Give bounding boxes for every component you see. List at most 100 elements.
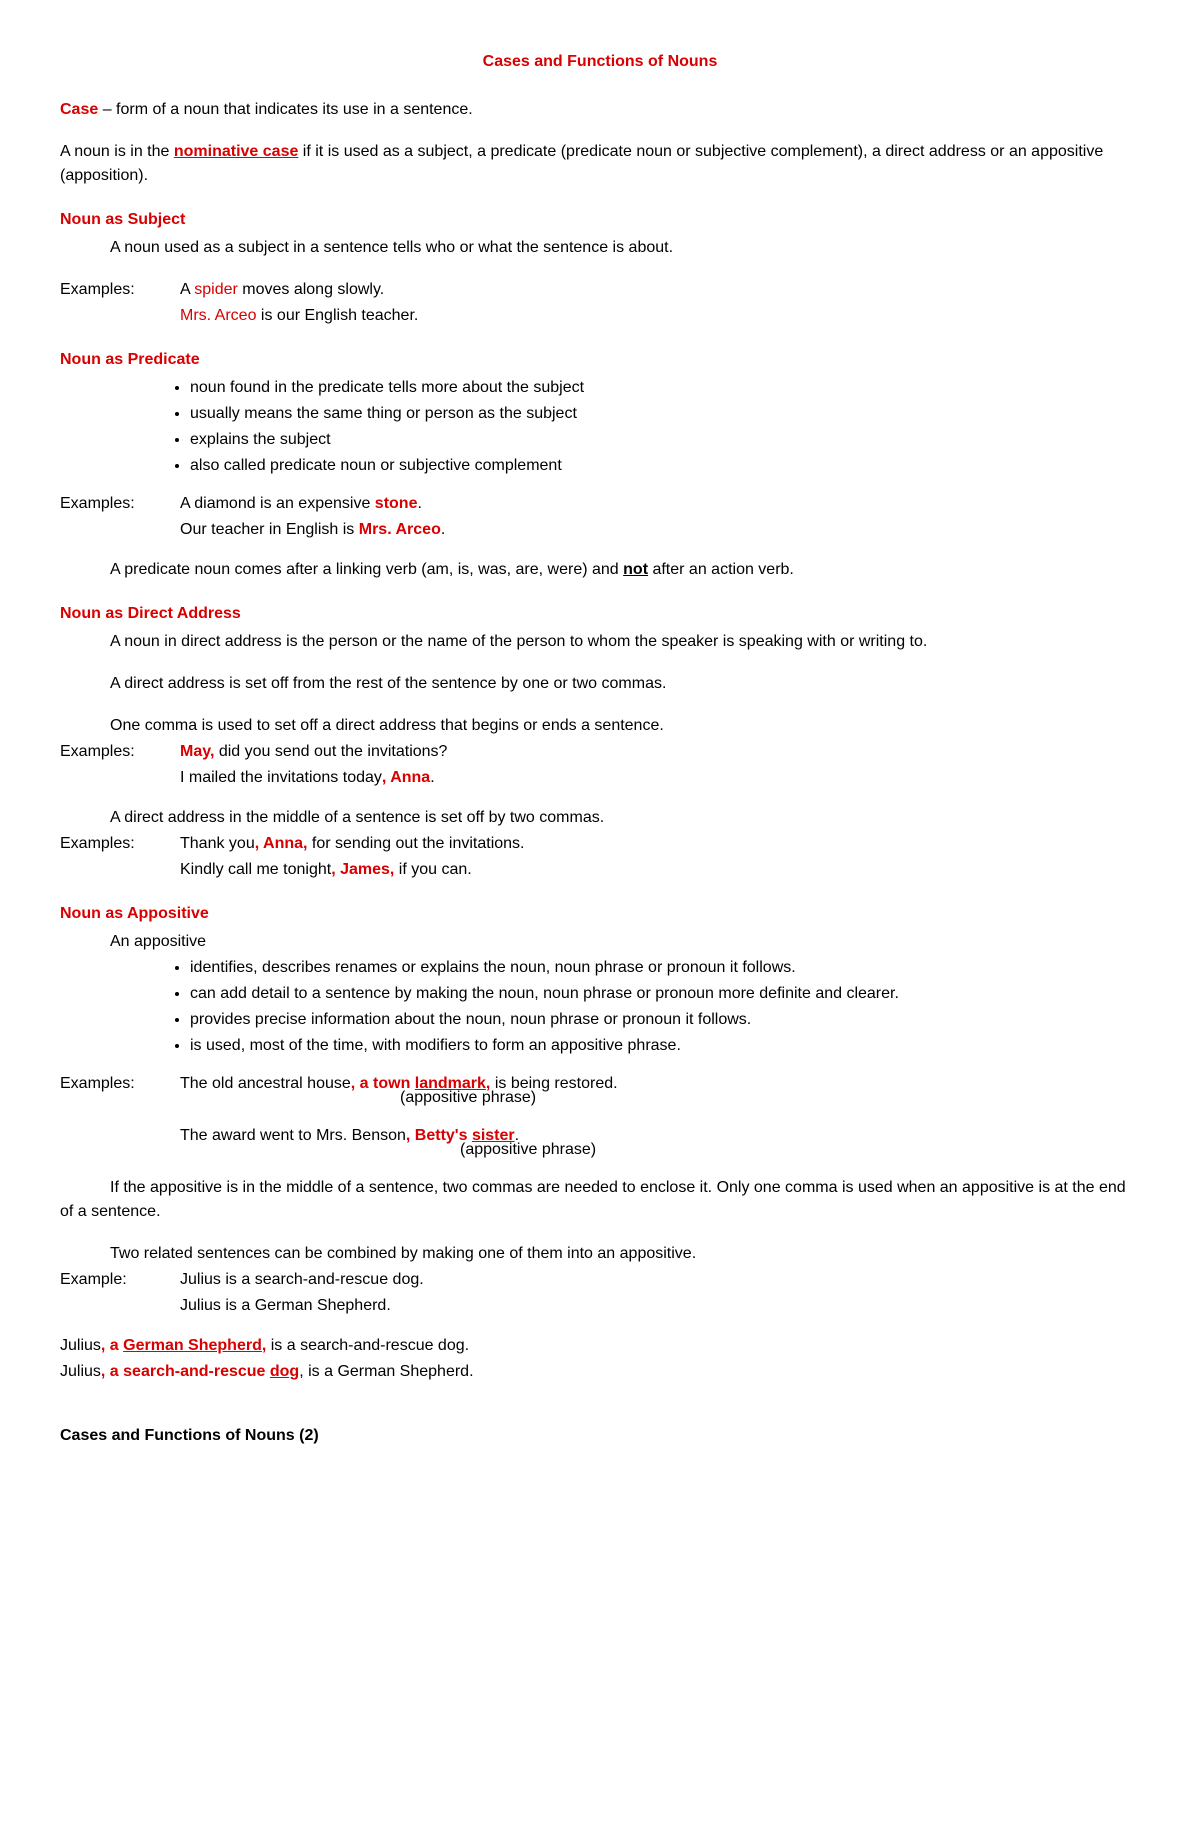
text: moves along slowly.	[238, 281, 384, 298]
text: If the appositive is in the middle of a …	[60, 1179, 1126, 1220]
keyword-anna: Anna,	[263, 835, 307, 852]
keyword-arceo: Mrs. Arceo	[180, 307, 256, 324]
appositive-bullets: identifies, describes renames or explain…	[60, 956, 1140, 1058]
case-term: Case	[60, 101, 98, 118]
text: I mailed the invitations today	[180, 769, 382, 786]
examples-label: Examples:	[60, 740, 180, 764]
text: The old ancestral house	[180, 1075, 351, 1092]
appositive-examples: Examples: The old ancestral house, a tow…	[60, 1072, 1140, 1096]
list-item: usually means the same thing or person a…	[190, 402, 1140, 426]
examples-label: Examples:	[60, 278, 180, 302]
text: is our English teacher.	[256, 307, 418, 324]
direct-heading: Noun as Direct Address	[60, 602, 1140, 626]
nominative-intro: A noun is in the nominative case if it i…	[60, 140, 1140, 188]
comma: ,	[101, 1363, 110, 1380]
keyword-arceo: Mrs. Arceo	[359, 521, 441, 538]
keyword-german-shepherd: German Shepherd	[123, 1337, 262, 1354]
keyword-dog: dog	[270, 1363, 299, 1380]
text: A diamond is an expensive	[180, 495, 375, 512]
direct-ex4: Kindly call me tonight, James, if you ca…	[180, 858, 1140, 882]
list-item: also called predicate noun or subjective…	[190, 454, 1140, 478]
direct-examples-1: Examples: May, did you send out the invi…	[60, 740, 1140, 790]
text: .	[441, 521, 445, 538]
direct-ex2: I mailed the invitations today, Anna.	[180, 766, 1140, 790]
subject-ex1: A spider moves along slowly.	[180, 278, 1140, 302]
list-item: is used, most of the time, with modifier…	[190, 1034, 1140, 1058]
direct-examples-2: Examples: Thank you, Anna, for sending o…	[60, 832, 1140, 882]
list-item: noun found in the predicate tells more a…	[190, 376, 1140, 400]
text: Julius	[60, 1337, 101, 1354]
keyword-spider: spider	[194, 281, 238, 298]
combine-example: Example: Julius is a search-and-rescue d…	[60, 1268, 1140, 1318]
predicate-bullets: noun found in the predicate tells more a…	[60, 376, 1140, 478]
page-title: Cases and Functions of Nouns	[60, 50, 1140, 74]
list-item: can add detail to a sentence by making t…	[190, 982, 1140, 1006]
text: after an action verb.	[648, 561, 794, 578]
case-desc: – form of a noun that indicates its use …	[98, 101, 472, 118]
text: The award went to Mrs. Benson	[180, 1127, 406, 1144]
direct-note2: One comma is used to set off a direct ad…	[60, 714, 1140, 738]
keyword-may: May,	[180, 743, 214, 760]
direct-desc: A noun in direct address is the person o…	[60, 630, 1140, 654]
examples-label: Examples:	[60, 832, 180, 856]
nominative-phrase: nominative case	[174, 143, 299, 160]
appositive-intro: An appositive	[60, 930, 1140, 954]
predicate-ex2: Our teacher in English is Mrs. Arceo.	[180, 518, 1140, 542]
text: .	[417, 495, 421, 512]
examples-label: Examples:	[60, 492, 180, 516]
subject-examples: Examples: A spider moves along slowly. M…	[60, 278, 1140, 328]
example-label: Example:	[60, 1268, 180, 1292]
comma: ,	[382, 769, 390, 786]
direct-note1: A direct address is set off from the res…	[60, 672, 1140, 696]
keyword-stone: stone	[375, 495, 418, 512]
combine-c2: Julius is a German Shepherd.	[180, 1294, 1140, 1318]
list-item: provides precise information about the n…	[190, 1008, 1140, 1032]
keyword-not: not	[623, 561, 648, 578]
predicate-note: A predicate noun comes after a linking v…	[60, 558, 1140, 582]
appositive-ex1: The old ancestral house, a town landmark…	[180, 1072, 1140, 1096]
subject-heading: Noun as Subject	[60, 208, 1140, 232]
appositive-ex2: The award went to Mrs. Benson, Betty's s…	[180, 1124, 1140, 1148]
text: did you send out the invitations?	[214, 743, 447, 760]
text: for sending out the invitations.	[307, 835, 524, 852]
predicate-heading: Noun as Predicate	[60, 348, 1140, 372]
text: Thank you	[180, 835, 255, 852]
subject-ex2: Mrs. Arceo is our English teacher.	[180, 304, 1140, 328]
subject-desc: A noun used as a subject in a sentence t…	[60, 236, 1140, 260]
examples-label: Examples:	[60, 1072, 180, 1096]
comma: ,	[255, 835, 263, 852]
comma: ,	[406, 1127, 415, 1144]
appositive-examples-2: The award went to Mrs. Benson, Betty's s…	[60, 1124, 1140, 1148]
predicate-ex1: A diamond is an expensive stone.	[180, 492, 1140, 516]
keyword-james: James,	[340, 861, 394, 878]
combine-result2: Julius, a search-and-rescue dog, is a Ge…	[60, 1360, 1140, 1384]
list-item: explains the subject	[190, 428, 1140, 452]
footer-heading: Cases and Functions of Nouns (2)	[60, 1424, 1140, 1448]
list-item: identifies, describes renames or explain…	[190, 956, 1140, 980]
text: Our teacher in English is	[180, 521, 359, 538]
direct-ex1: May, did you send out the invitations?	[180, 740, 1140, 764]
nominative-pre: A noun is in the	[60, 143, 174, 160]
comma: ,	[101, 1337, 110, 1354]
combine-result1: Julius, a German Shepherd, is a search-a…	[60, 1334, 1140, 1358]
text: A noun in direct address is the person o…	[110, 633, 927, 650]
text: Kindly call me tonight	[180, 861, 331, 878]
keyword-phrase: a	[110, 1337, 123, 1354]
comma: ,	[351, 1075, 360, 1092]
appositive-rule: If the appositive is in the middle of a …	[60, 1176, 1140, 1224]
direct-mid-note: A direct address in the middle of a sent…	[60, 806, 1140, 830]
text: is a search-and-rescue dog.	[266, 1337, 469, 1354]
predicate-examples: Examples: A diamond is an expensive ston…	[60, 492, 1140, 542]
text: A	[180, 281, 194, 298]
direct-ex3: Thank you, Anna, for sending out the inv…	[180, 832, 1140, 856]
keyword-anna: Anna	[390, 769, 430, 786]
appositive-heading: Noun as Appositive	[60, 902, 1140, 926]
keyword-phrase: a search-and-rescue	[110, 1363, 270, 1380]
combine-c1: Julius is a search-and-rescue dog.	[180, 1268, 1140, 1292]
text: .	[430, 769, 434, 786]
text: A predicate noun comes after a linking v…	[110, 561, 623, 578]
case-definition: Case – form of a noun that indicates its…	[60, 98, 1140, 122]
text: if you can.	[394, 861, 471, 878]
text: , is a German Shepherd.	[299, 1363, 473, 1380]
comma: ,	[331, 861, 340, 878]
